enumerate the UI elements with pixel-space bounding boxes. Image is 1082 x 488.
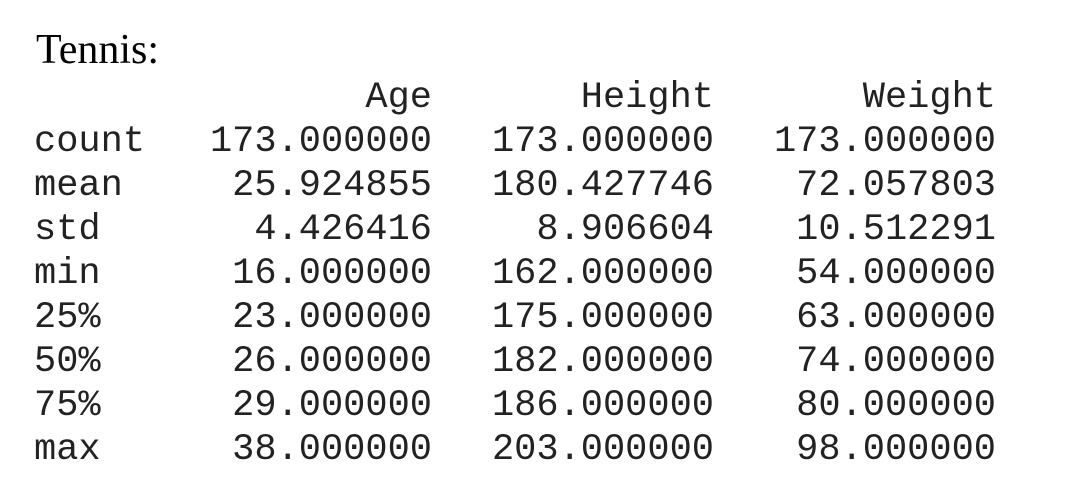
row-label: min [34, 253, 101, 295]
column-header-height: Height [580, 77, 714, 119]
column-header-weight: Weight [862, 77, 996, 119]
cell-age: 23.000000 [232, 297, 432, 339]
cell-weight: 98.000000 [796, 429, 996, 471]
cell-weight: 54.000000 [796, 253, 996, 295]
table-row: count 173.000000 173.000000 173.000000 [34, 120, 1034, 164]
column-header-age: Age [365, 77, 432, 119]
row-label: mean [34, 165, 123, 207]
cell-weight: 63.000000 [796, 297, 996, 339]
table-row: min 16.000000 162.000000 54.000000 [34, 252, 1034, 296]
cell-height: 180.427746 [491, 165, 714, 207]
header-row: Age Height Weight [34, 76, 1034, 120]
table-row: max 38.000000 203.000000 98.000000 [34, 428, 1034, 472]
row-label: max [34, 429, 101, 471]
cell-age: 16.000000 [232, 253, 432, 295]
cell-age: 173.000000 [209, 121, 432, 163]
cell-height: 203.000000 [491, 429, 714, 471]
cell-height: 175.000000 [491, 297, 714, 339]
table-row: std 4.426416 8.906604 10.512291 [34, 208, 1034, 252]
cell-weight: 173.000000 [773, 121, 996, 163]
cell-weight: 80.000000 [796, 385, 996, 427]
table-title: Tennis: [36, 27, 160, 73]
table-row: 25% 23.000000 175.000000 63.000000 [34, 296, 1034, 340]
row-label: 25% [34, 297, 101, 339]
cell-age: 38.000000 [232, 429, 432, 471]
table-row: 50% 26.000000 182.000000 74.000000 [34, 340, 1034, 384]
cell-height: 182.000000 [491, 341, 714, 383]
cell-age: 4.426416 [254, 209, 432, 251]
cell-weight: 74.000000 [796, 341, 996, 383]
cell-weight: 72.057803 [796, 165, 996, 207]
cell-height: 162.000000 [491, 253, 714, 295]
cell-height: 173.000000 [491, 121, 714, 163]
cell-height: 8.906604 [536, 209, 714, 251]
row-label: count [34, 121, 146, 163]
table-row: 75% 29.000000 186.000000 80.000000 [34, 384, 1034, 428]
row-label: 75% [34, 385, 101, 427]
row-label: std [34, 209, 101, 251]
cell-height: 186.000000 [491, 385, 714, 427]
table-row: mean 25.924855 180.427746 72.057803 [34, 164, 1034, 208]
cell-weight: 10.512291 [796, 209, 996, 251]
row-label: 50% [34, 341, 101, 383]
cell-age: 29.000000 [232, 385, 432, 427]
cell-age: 25.924855 [232, 165, 432, 207]
cell-age: 26.000000 [232, 341, 432, 383]
stats-table: Age Height Weight count 173.000000 173.0… [34, 76, 1034, 472]
